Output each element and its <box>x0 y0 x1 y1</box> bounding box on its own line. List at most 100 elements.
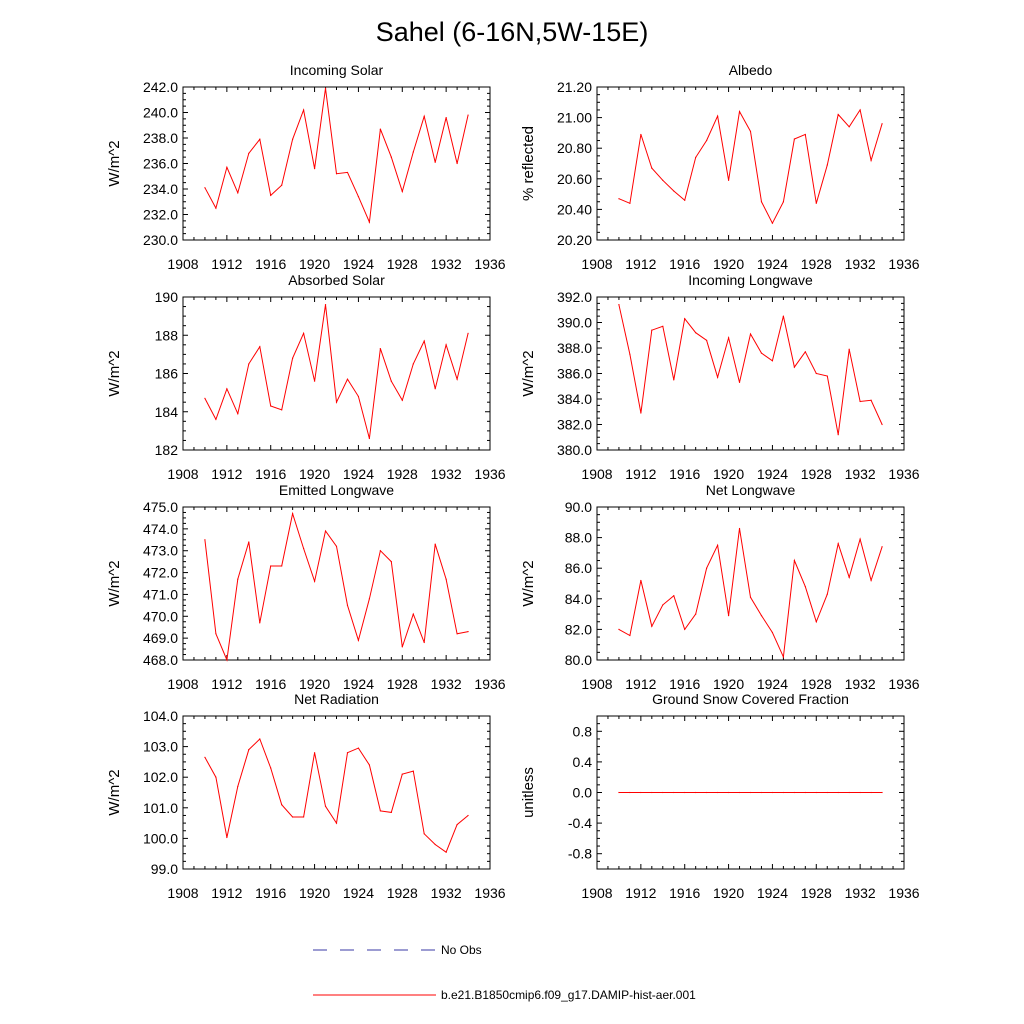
data-point <box>204 539 206 541</box>
y-tick-label: 236.0 <box>143 156 178 172</box>
data-point <box>837 791 839 794</box>
x-tick-label: 1924 <box>343 466 374 482</box>
y-axis-label: W/m^2 <box>106 769 123 815</box>
data-point <box>226 659 228 661</box>
data-point <box>215 776 217 778</box>
y-tick-label: 20.80 <box>557 140 592 156</box>
data-point <box>401 646 403 648</box>
y-tick-label: 99.0 <box>151 861 178 877</box>
x-tick-label: 1920 <box>299 885 330 901</box>
y-tick-label: 230.0 <box>143 232 178 248</box>
data-point <box>848 576 850 578</box>
series-line <box>204 88 469 225</box>
x-tick-label: 1928 <box>387 466 418 482</box>
data-point <box>270 767 272 769</box>
data-point <box>237 785 239 787</box>
data-point <box>618 198 620 200</box>
data-point <box>215 207 217 209</box>
data-point <box>379 550 381 552</box>
data-point <box>357 639 360 641</box>
data-point <box>673 791 675 794</box>
data-point <box>793 559 795 562</box>
y-tick-label: 84.0 <box>565 591 592 607</box>
series-line <box>618 528 883 659</box>
x-tick-label: 1920 <box>713 885 744 901</box>
data-point <box>303 109 305 111</box>
plot-frame <box>596 296 905 451</box>
x-tick-label: 1912 <box>211 466 242 482</box>
data-point <box>815 372 817 375</box>
data-point <box>335 822 338 824</box>
data-point <box>368 437 370 440</box>
x-tick-label: 1912 <box>625 256 656 272</box>
y-tick-label: 182 <box>155 442 179 458</box>
data-point <box>640 579 642 582</box>
data-point <box>695 791 697 794</box>
data-point <box>749 333 752 335</box>
data-point <box>401 190 403 193</box>
legend: No Obs b.e21.B1850cmip6.f09_g17.DAMIP-hi… <box>313 943 696 1002</box>
data-point <box>434 543 436 545</box>
y-axis-label: W/m^2 <box>520 560 537 606</box>
data-point <box>760 615 763 617</box>
data-point <box>782 791 784 794</box>
data-point <box>771 631 774 634</box>
data-point <box>826 791 828 794</box>
data-point <box>717 115 719 117</box>
plot-frame <box>182 86 491 241</box>
plot-frame <box>596 86 905 241</box>
y-tick-label: 386.0 <box>557 366 592 382</box>
data-point <box>673 379 675 381</box>
data-point <box>848 348 850 350</box>
x-tick-label: 1936 <box>888 676 919 692</box>
data-point <box>423 115 425 117</box>
data-point <box>401 399 403 401</box>
data-point <box>760 791 763 794</box>
x-tick-label: 1916 <box>255 676 286 692</box>
data-point <box>618 304 620 306</box>
data-point <box>782 201 784 203</box>
data-point <box>684 628 686 631</box>
data-point <box>368 764 370 766</box>
x-tick-label: 1936 <box>474 256 505 272</box>
panel-5: Net Longwave 1908 1912 1916 1920 1924 1928 1932… <box>520 482 920 692</box>
data-point <box>281 565 283 567</box>
panel-6: Net Radiation 1908 1912 1916 1920 1924 1928 193… <box>106 691 506 901</box>
data-point <box>467 332 469 334</box>
data-point <box>324 805 327 807</box>
data-point <box>259 138 261 140</box>
data-point <box>651 625 653 627</box>
x-tick-label: 1912 <box>211 676 242 692</box>
x-tick-label: 1936 <box>474 885 505 901</box>
data-point <box>281 409 283 411</box>
data-point <box>629 202 631 204</box>
x-tick-label: 1936 <box>474 466 505 482</box>
data-point <box>303 332 305 334</box>
data-point <box>695 613 697 615</box>
data-point <box>717 544 719 546</box>
x-tick-label: 1908 <box>167 256 198 272</box>
x-tick-label: 1924 <box>757 256 788 272</box>
data-point <box>324 87 327 89</box>
data-point <box>423 340 425 342</box>
x-tick-label: 1916 <box>669 256 700 272</box>
x-tick-label: 1932 <box>845 466 876 482</box>
x-tick-label: 1928 <box>801 256 832 272</box>
x-tick-label: 1912 <box>625 466 656 482</box>
data-point <box>738 791 741 794</box>
data-point <box>423 641 425 644</box>
x-tick-label: 1908 <box>581 676 612 692</box>
x-tick-label: 1924 <box>343 256 374 272</box>
x-tick-label: 1920 <box>713 466 744 482</box>
data-point <box>303 547 305 550</box>
data-point <box>749 596 752 598</box>
data-point <box>837 543 839 545</box>
data-point <box>826 164 828 166</box>
data-point <box>706 791 708 794</box>
data-point <box>651 167 653 169</box>
panel-4: Emitted Longwave 1908 1912 1916 1920 1924 1928… <box>106 482 506 692</box>
data-point <box>445 117 447 119</box>
y-tick-label: 469.0 <box>143 630 178 646</box>
data-point <box>324 530 327 532</box>
data-point <box>237 413 239 415</box>
